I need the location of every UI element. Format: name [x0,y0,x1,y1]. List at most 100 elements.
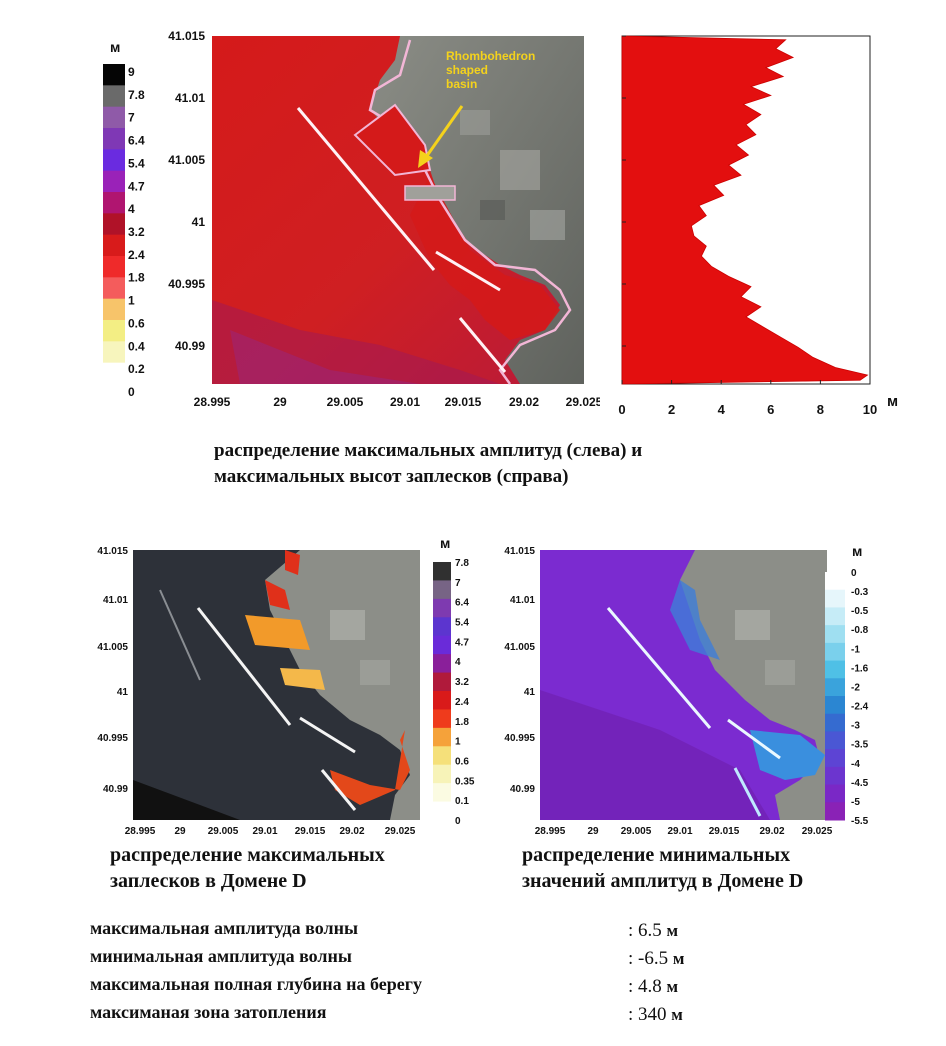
caption-bl-line2: заплесков в Домене D [110,870,307,892]
x-tick-label: 29.01 [252,826,277,837]
caption-bottom-right: распределение минимальных значений ампли… [522,842,803,894]
colorbar-swatch [825,731,845,750]
colorbar-swatch [433,580,451,600]
y-tick-label: 41.005 [168,153,205,167]
x-tick-label: 29 [174,826,186,837]
colorbar-swatch [103,128,125,150]
breakwater [458,317,507,373]
colorbar-unit: м [110,39,120,55]
x-tick-label: 29.015 [709,826,740,837]
colorbar-tick-label: 9 [128,65,135,79]
colorbar-tick-label: 0 [851,568,857,579]
summary-value: : -6.5 м [628,948,685,969]
colorbar-tick-label: 1 [128,294,135,308]
colorbar-swatch [825,625,845,644]
runup-x-axis: 0 2 4 6 8 10 [618,380,877,417]
colorbar-tick-label: 5.4 [455,618,469,629]
colorbar-tick-label: 0.6 [128,316,145,330]
colorbar-tick-label: -3.5 [851,740,869,751]
colorbar-swatch [103,170,125,193]
colorbar-tick-label: 5.4 [128,156,145,170]
x-tick-label: 6 [767,402,774,417]
colorbar-swatch [103,298,125,321]
colorbar-tick-label: 3.2 [128,225,145,239]
colorbar-tick-label: 0 [128,385,135,399]
colorbar-max-amplitude: 9 7.8 7 6.4 5.4 4.7 4 3.2 2.4 1.8 1 0.6 0.4 0.2 0 [103,64,145,399]
y-axis: 41.015 41.01 41.005 41 40.995 40.99 [97,546,128,795]
colorbar-tick-label: 7.8 [455,558,469,569]
min-amplitude-domain-d-chart: 0 -0.3 -0.5 -0.8 -1 -1.6 -2 -2.4 -3 -3.5 -4 -4.5 -5 -… [504,543,869,837]
y-axis: 41.015 41.01 41.005 41 40.995 40.99 [504,546,535,795]
x-tick-label: 29 [587,826,599,837]
x-tick-label: 29.02 [339,826,364,837]
max-amplitude-map-chart: Rhombohedron shaped basin 9 7.8 7 6.4 5.4 4.7… [103,29,600,409]
max-runup-domain-d-chart: 7.8 7 6.4 5.4 4.7 4 3.2 2.4 1.8 1 0.6 0.35 0.1 0 м 41… [97,535,475,837]
map-plot-area [133,550,420,820]
runup-area [621,35,869,385]
colorbar-tick-label: 4 [128,202,135,216]
x-tick-label: 29.02 [509,395,539,409]
colorbar-swatch [103,85,125,108]
colorbar-runup: 7.8 7 6.4 5.4 4.7 4 3.2 2.4 1.8 1 0.6 0.35 0.1 0 [433,558,475,827]
y-tick-label: 40.99 [510,784,535,795]
colorbar-tick-label: -5.5 [851,816,869,827]
colorbar-tick-label: -0.3 [851,587,869,598]
y-tick-label: 41.015 [97,546,128,557]
colorbar-tick-label: 6.4 [128,134,145,148]
colorbar-swatch [103,341,125,364]
colorbar-swatch [825,749,845,768]
y-tick-label: 41.015 [504,546,535,557]
y-tick-label: 41.01 [103,595,128,606]
colorbar-tick-label: 2.4 [128,248,145,262]
colorbar-swatch [103,320,125,342]
x-tick-label: 10 [863,402,877,417]
colorbar-unit: м [852,543,862,559]
caption-bl-line1: распределение максимальных [110,844,385,866]
colorbar-tick-label: 4.7 [455,637,469,648]
colorbar-tick-label: 0.35 [455,776,475,787]
colorbar-swatch [433,746,451,766]
x-tick-label: 29.005 [327,395,364,409]
x-tick-label: 28.995 [535,826,566,837]
summary-unit: м [672,949,685,968]
colorbar-swatch [433,654,451,674]
x-tick-label: 29.025 [566,395,600,409]
colorbar-swatch [825,642,845,662]
summary-unit: м [666,977,679,996]
colorbar-tick-label: -5 [851,797,860,808]
colorbar-tick-label: 7.8 [128,88,145,102]
colorbar-swatch [103,106,125,129]
summary-number: 340 [638,1004,667,1025]
x-tick-label: 0 [618,402,625,417]
colorbar-tick-label: 0 [455,816,461,827]
colorbar-swatch [433,672,451,692]
max-runup-profile-chart: 0 2 4 6 8 10 м [618,35,898,417]
annotation-label: Rhombohedron shaped basin [446,49,539,91]
caption-br-line2: значений амплитуд в Домене D [522,870,804,892]
colorbar-swatch [825,766,845,786]
colorbar-tick-label: 2.4 [455,697,469,708]
colorbar-tick-label: -4 [851,759,860,770]
colorbar-swatch [103,362,125,385]
colorbar-tick-label: 7 [455,578,461,589]
y-tick-label: 41.005 [97,642,128,653]
colorbar-tick-label: 1.8 [455,717,469,728]
x-tick-label: 29 [273,395,287,409]
summary-label: максимальная амплитуда волны [90,918,359,938]
summary-value: : 4.8 м [628,976,679,997]
summary-number: -6.5 [638,948,669,969]
x-tick-label: 29.025 [802,826,833,837]
colorbar-tick-label: 1.8 [128,271,145,285]
colorbar-swatch [433,691,451,710]
summary-value: : 6.5 м [628,920,679,941]
colorbar-swatch [433,783,451,803]
colorbar-swatch [103,64,125,86]
y-tick-label: 41 [117,687,129,698]
colorbar-swatch [103,213,125,236]
x-tick-label: 2 [668,402,675,417]
map-plot-area [540,550,827,820]
caption-top-line2: максимальных высот заплесков (справа) [214,466,569,487]
x-axis: 28.995 29 29.005 29.01 29.015 29.02 29.025 [535,826,833,837]
colorbar-swatch [433,635,451,655]
caption-top: распределение максимальных амплитуд (сле… [214,438,642,490]
